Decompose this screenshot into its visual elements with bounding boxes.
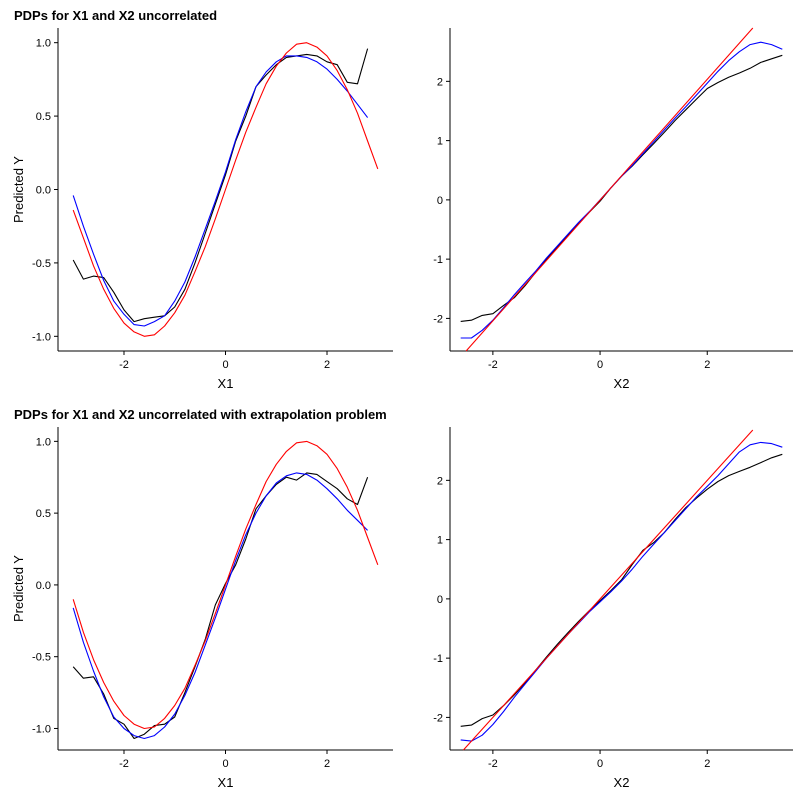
x-tick-label: -2 [119,359,129,371]
series-line [460,441,783,742]
y-tick-label: 1.0 [36,38,51,50]
series-line [72,48,369,323]
y-tick-label: 1 [437,136,443,148]
x-tick-label: -2 [119,758,129,770]
panel-x1-top: -2 0 2 -1.0 -0.5 0.0 0.5 1.0 X1 Predicted Y [11,28,393,391]
y-tick-label: -1 [433,653,443,665]
y-tick-label: 1.0 [36,436,51,448]
y-tick-label: -1.0 [32,723,51,735]
y-tick-label: -1.0 [32,331,51,343]
series-line [72,472,368,740]
x-axis-label: X2 [614,775,630,790]
panel-x2-top: -2 0 2 -2 -1 0 1 2 X2 [433,27,793,391]
y-tick-label: 0 [437,594,443,606]
y-tick-label: 0.0 [36,580,51,592]
y-tick-label: 0.5 [36,508,51,520]
bottom-title: PDPs for X1 and X2 uncorrelated with ext… [14,407,387,422]
panel-x1-bottom: -2 0 2 -1.0 -0.5 0.0 0.5 1.0 X1 Predicted Y [11,427,393,790]
y-tick-label: -2 [433,313,443,325]
x-tick-label: -2 [488,758,498,770]
y-tick-label: 1 [437,535,443,547]
x-tick-label: 0 [222,359,228,371]
y-tick-label: 0 [437,195,443,207]
series-line [72,55,369,327]
x-tick-label: 0 [597,359,603,371]
y-tick-label: -2 [433,712,443,724]
panel-x2-bottom: -2 0 2 -2 -1 0 1 2 X2 [433,427,793,790]
y-tick-label: -0.5 [32,652,51,664]
x-axis-label: X2 [614,376,630,391]
y-axis-label: Predicted Y [11,555,26,622]
series-line [460,54,783,322]
y-tick-label: -1 [433,254,443,266]
y-tick-label: 0.5 [36,111,51,123]
x-tick-label: 0 [597,758,603,770]
x-axis-label: X1 [218,775,234,790]
y-tick-label: 2 [437,76,443,88]
series-line [462,429,754,751]
x-tick-label: 2 [324,758,330,770]
series-line [72,440,379,730]
y-tick-label: 2 [437,475,443,487]
x-tick-label: 0 [222,758,228,770]
series-line [465,27,754,352]
top-title: PDPs for X1 and X2 uncorrelated [14,8,217,23]
series-line [72,42,379,337]
series-line [460,453,783,727]
x-tick-label: -2 [488,359,498,371]
x-tick-label: 2 [704,758,710,770]
y-tick-label: -0.5 [32,258,51,270]
x-tick-label: 2 [704,359,710,371]
x-tick-label: 2 [324,359,330,371]
y-tick-label: 0.0 [36,185,51,197]
y-axis-label: Predicted Y [11,156,26,223]
series-line [460,41,783,339]
x-axis-label: X1 [218,376,234,391]
series-line [72,472,369,740]
